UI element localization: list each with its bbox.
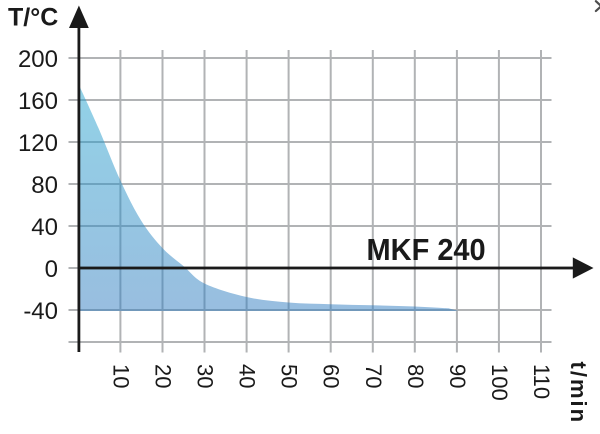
svg-text:40: 40 [235,364,260,388]
svg-text:160: 160 [18,88,58,115]
svg-text:80: 80 [31,172,58,199]
svg-text:100: 100 [487,364,512,401]
svg-text:T/°C: T/°C [8,4,58,32]
svg-text:70: 70 [361,364,386,388]
svg-text:90: 90 [445,364,470,388]
svg-text:40: 40 [31,214,58,241]
svg-text:t/min: t/min [566,362,591,425]
svg-text:110: 110 [529,364,554,399]
svg-text:80: 80 [403,364,428,388]
svg-text:30: 30 [193,364,218,388]
svg-text:10: 10 [108,364,133,388]
svg-text:-40: -40 [23,298,58,325]
svg-text:0: 0 [45,256,58,283]
svg-text:120: 120 [18,130,58,157]
svg-text:60: 60 [319,364,344,388]
svg-text:200: 200 [18,46,58,73]
svg-text:50: 50 [277,364,302,388]
svg-text:MKF 240: MKF 240 [367,233,486,267]
svg-text:20: 20 [151,364,176,388]
